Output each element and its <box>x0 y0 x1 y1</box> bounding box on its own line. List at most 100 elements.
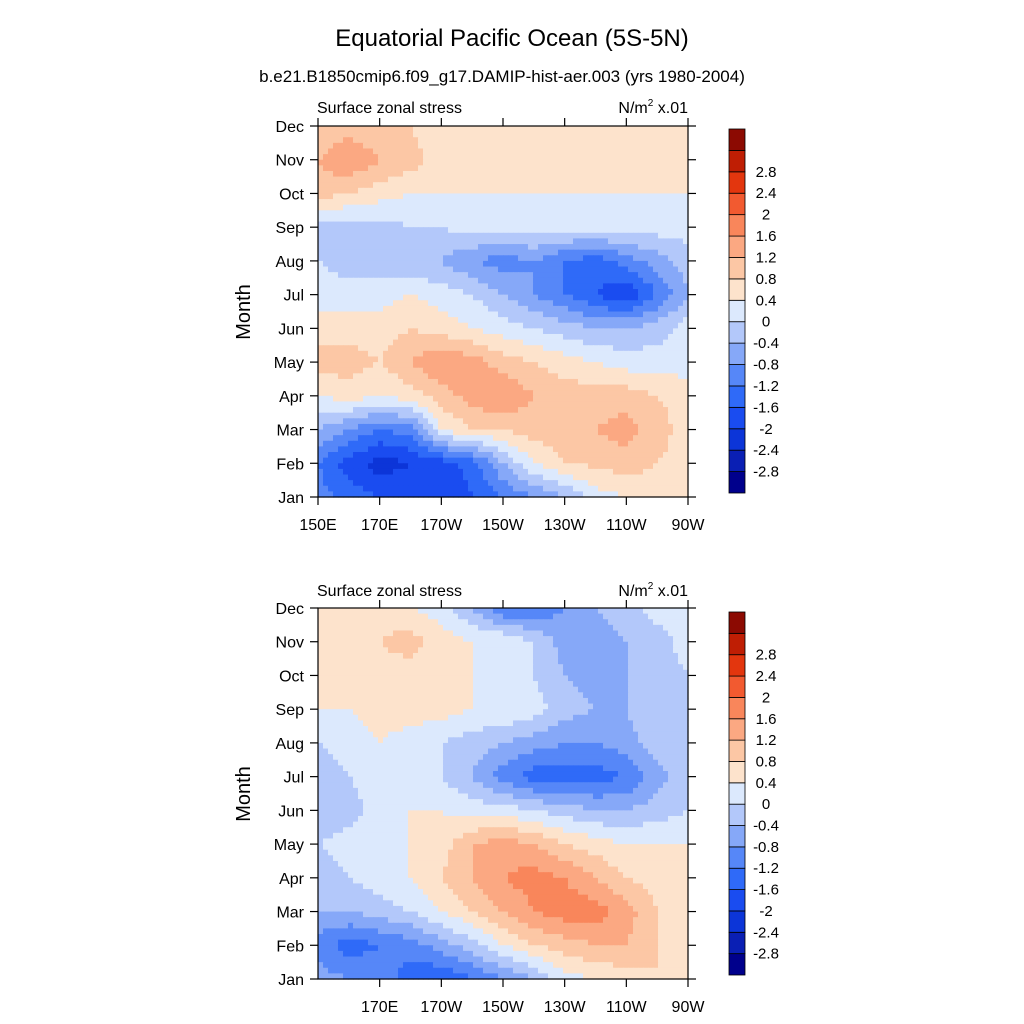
heatmap-cell <box>383 210 389 217</box>
heatmap-cell <box>473 165 479 172</box>
heatmap-cell <box>463 407 469 414</box>
heatmap-cell <box>568 176 574 183</box>
heatmap-cell <box>423 238 429 245</box>
heatmap-cell <box>403 300 409 307</box>
heatmap-cell <box>343 187 349 195</box>
heatmap-cell <box>658 210 664 217</box>
heatmap-cell <box>513 300 519 307</box>
heatmap-cell <box>618 339 624 346</box>
heatmap-cell <box>353 255 359 262</box>
heatmap-cell <box>543 204 549 211</box>
heatmap-cell <box>338 468 344 476</box>
heatmap-cell <box>603 452 609 459</box>
heatmap-cell <box>383 317 389 324</box>
heatmap-cell <box>493 187 499 195</box>
heatmap-cell <box>573 485 579 492</box>
heatmap-cell <box>623 159 629 166</box>
heatmap-cell <box>613 480 619 487</box>
heatmap-cell <box>443 131 449 138</box>
heatmap-cell <box>618 199 624 206</box>
heatmap-cell <box>383 412 389 419</box>
heatmap-cell <box>668 457 674 464</box>
heatmap-cell <box>618 232 624 240</box>
heatmap-cell <box>533 199 539 206</box>
heatmap-cell <box>508 373 514 380</box>
heatmap-cell <box>383 137 389 144</box>
heatmap-cell <box>458 148 464 155</box>
heatmap-cell <box>648 154 654 161</box>
heatmap-cell <box>378 435 384 442</box>
heatmap-cell <box>678 232 684 240</box>
heatmap-cell <box>683 126 689 133</box>
heatmap-cell <box>433 266 439 273</box>
heatmap-cell <box>398 289 404 296</box>
heatmap-cell <box>393 311 399 318</box>
heatmap-cell <box>343 401 349 408</box>
heatmap-cell <box>408 244 414 251</box>
heatmap-cell <box>628 165 634 172</box>
heatmap-cell <box>503 608 509 615</box>
heatmap-cell <box>498 485 504 492</box>
heatmap-cell <box>613 457 619 464</box>
heatmap-cell <box>563 272 569 279</box>
heatmap-cell <box>428 272 434 279</box>
heatmap-cell <box>498 474 504 481</box>
heatmap-cell <box>628 328 634 335</box>
heatmap-cell <box>533 317 539 324</box>
heatmap-cell <box>538 440 544 448</box>
heatmap-cell <box>388 468 394 476</box>
heatmap-cell <box>473 249 479 256</box>
heatmap-cell <box>393 373 399 380</box>
heatmap-cell <box>333 480 339 487</box>
heatmap-cell <box>598 199 604 206</box>
heatmap-cell <box>513 260 519 268</box>
heatmap-cell <box>613 204 619 211</box>
heatmap-cell <box>398 474 404 481</box>
heatmap-cell <box>568 350 574 358</box>
heatmap-cell <box>333 485 339 492</box>
heatmap-cell <box>623 215 629 223</box>
heatmap-cell <box>403 305 409 313</box>
heatmap-cell <box>523 294 529 301</box>
heatmap-cell <box>443 176 449 183</box>
heatmap-cell <box>683 148 689 155</box>
heatmap-cell <box>603 300 609 307</box>
heatmap-cell <box>403 480 409 487</box>
heatmap-cell <box>523 305 529 313</box>
heatmap-cell <box>318 131 324 138</box>
heatmap-cell <box>408 395 414 403</box>
heatmap-cell <box>423 283 429 290</box>
heatmap-cell <box>528 311 534 318</box>
heatmap-cell <box>623 311 629 318</box>
heatmap-cell <box>628 390 634 397</box>
heatmap-cell <box>413 350 419 358</box>
heatmap-cell <box>613 227 619 234</box>
heatmap-cell <box>483 294 489 301</box>
heatmap-cell <box>358 457 364 464</box>
heatmap-cell <box>633 429 639 436</box>
heatmap-cell <box>583 294 589 301</box>
heatmap-cell <box>368 407 374 414</box>
heatmap-cell <box>633 131 639 138</box>
heatmap-cell <box>648 350 654 358</box>
heatmap-cell <box>328 356 334 363</box>
heatmap-cell <box>553 210 559 217</box>
heatmap-cell <box>493 345 499 352</box>
heatmap-cell <box>613 215 619 223</box>
heatmap-cell <box>353 418 359 425</box>
heatmap-cell <box>463 356 469 363</box>
heatmap-cell <box>323 154 329 161</box>
heatmap-cell <box>523 227 529 234</box>
heatmap-cell <box>443 328 449 335</box>
heatmap-cell <box>353 289 359 296</box>
heatmap-cell <box>593 485 599 492</box>
heatmap-cell <box>458 435 464 442</box>
heatmap-cell <box>463 294 469 301</box>
heatmap-cell <box>653 255 659 262</box>
heatmap-cell <box>368 300 374 307</box>
heatmap-cell <box>588 418 594 425</box>
heatmap-cell <box>378 277 384 284</box>
heatmap-cell <box>488 446 494 453</box>
heatmap-cell <box>353 266 359 273</box>
heatmap-cell <box>468 463 474 470</box>
